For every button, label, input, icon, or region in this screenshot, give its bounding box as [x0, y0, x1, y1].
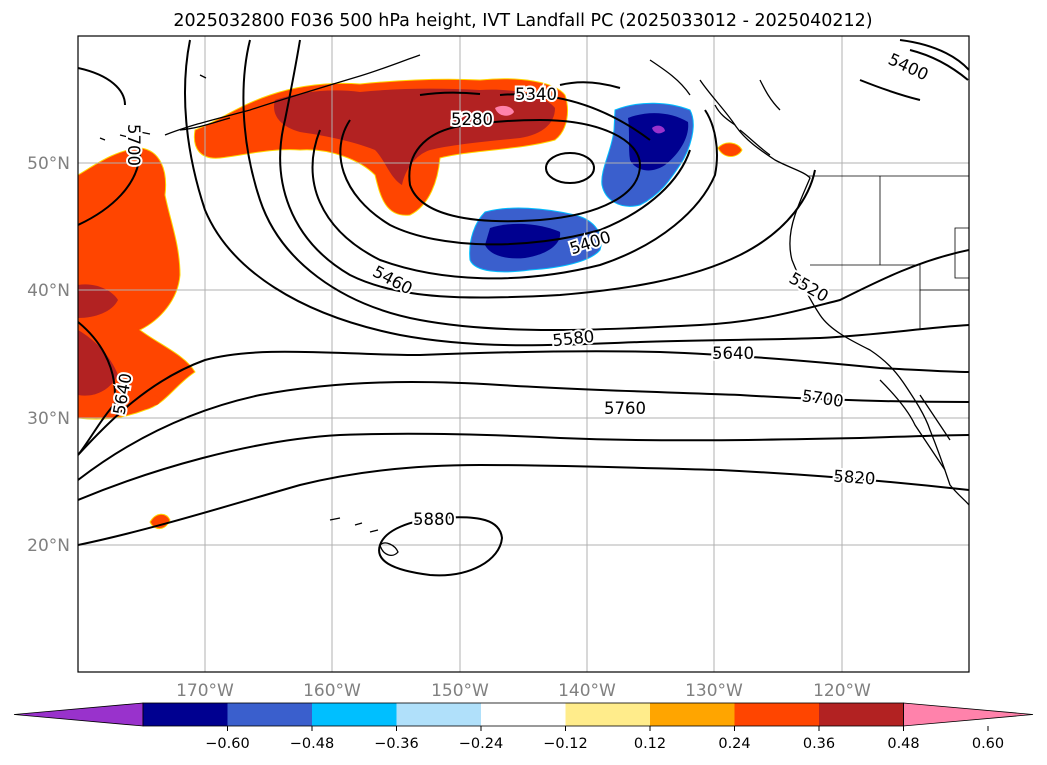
contour-5520 — [78, 39, 969, 331]
contour-label: 5820 — [833, 467, 876, 489]
longitude-labels: 170°W 160°W 150°W 140°W 130°W 120°W — [176, 681, 871, 701]
contour-5820 — [78, 463, 969, 546]
colorbar-segment — [565, 703, 651, 726]
lon-label: 150°W — [431, 681, 489, 701]
colorbar-tick-label: −0.36 — [374, 736, 418, 752]
colorbar-extend-min — [13, 702, 144, 727]
colorbar-frame — [142, 702, 904, 727]
contour-5700 — [78, 381, 969, 481]
contour-5460 — [279, 39, 816, 299]
contour-label: 5700 — [801, 386, 845, 411]
contour-label: 5460 — [370, 262, 416, 298]
contour-label: 5520 — [786, 269, 832, 306]
contour-label: 5760 — [604, 399, 646, 418]
map-title: 2025032800 F036 500 hPa height, IVT Land… — [173, 11, 872, 31]
alaska-coast — [164, 54, 421, 136]
peak-negative-anomaly-northeast — [652, 125, 665, 134]
strong-negative-anomaly-center — [485, 223, 561, 259]
colorbar-tick-label: −0.24 — [459, 736, 503, 752]
map-frame — [77, 35, 970, 673]
peak-positive-anomaly-north — [495, 105, 514, 116]
contour-label: 5640 — [712, 344, 754, 363]
contour-5340 — [339, 49, 969, 246]
strong-positive-anomaly-west — [78, 284, 118, 318]
colorbar-tick-label: −0.60 — [205, 736, 249, 752]
positive-anomaly-blob-coast — [717, 142, 743, 157]
strong-positive-anomaly-west-2 — [78, 330, 118, 396]
contour-5640 — [78, 321, 969, 456]
lat-label: 20°N — [27, 536, 70, 556]
contour-label: 5280 — [451, 110, 493, 129]
colorbar-segment — [819, 703, 904, 726]
hawaii-islands — [329, 517, 399, 556]
colorbar-segment — [734, 703, 820, 726]
contour-5400 — [311, 39, 969, 280]
map-area: 5340 5400 5280 5340 5700 5400 5460 5520 … — [78, 36, 969, 672]
colorbar: −0.60 −0.48 −0.36 −0.24 −0.12 0.12 0.24 0.36 0.4… — [13, 702, 1034, 752]
contour-5280 — [408, 118, 642, 223]
colorbar-tick-label: −0.12 — [543, 736, 587, 752]
positive-anomaly-blob-small — [150, 395, 160, 406]
contour-label: 5880 — [413, 510, 455, 529]
colorbar-tick-label: −0.48 — [290, 736, 334, 752]
colorbar-segment — [396, 703, 482, 726]
positive-anomaly-region-west — [78, 147, 196, 420]
lat-label: 40°N — [27, 281, 70, 301]
lat-label: 30°N — [27, 409, 70, 429]
ivt-fill-layer — [78, 78, 743, 529]
contour-label: 5340 — [515, 85, 557, 104]
contour-label: 5700 — [124, 124, 143, 166]
lat-label: 50°N — [27, 154, 70, 174]
colorbar-tick-label: 0.12 — [634, 736, 666, 752]
contour-5580 — [78, 39, 969, 347]
lon-label: 120°W — [813, 681, 871, 701]
height-contours — [78, 39, 969, 577]
alaska-islands — [99, 74, 207, 141]
gridlines — [78, 36, 969, 672]
contour-5760 — [78, 432, 969, 501]
colorbar-segment — [312, 703, 397, 726]
lon-label: 160°W — [303, 681, 361, 701]
positive-anomaly-blob-south — [149, 513, 171, 529]
north-america-coast — [699, 79, 969, 506]
contour-5880-north — [78, 399, 119, 456]
colorbar-segment — [650, 703, 735, 726]
colorbar-extend-max — [903, 702, 1034, 727]
political-borders — [808, 175, 969, 330]
colorbar-tick-label: 0.24 — [718, 736, 750, 752]
colorbar-tick-label: 0.60 — [972, 736, 1004, 752]
colorbar-segment — [481, 703, 566, 726]
strong-negative-anomaly-northeast — [628, 113, 689, 171]
contour-label: 5580 — [552, 327, 596, 350]
colorbar-segment — [143, 703, 228, 726]
contour-5880 — [378, 516, 504, 577]
lon-label: 170°W — [176, 681, 234, 701]
contour-5220-low — [545, 152, 595, 184]
colorbar-tick-label: 0.36 — [803, 736, 835, 752]
strong-positive-anomaly-north — [274, 88, 555, 185]
lon-label: 130°W — [685, 681, 743, 701]
latitude-labels: 50°N 40°N 30°N 20°N — [27, 154, 70, 556]
colorbar-tick-label: 0.48 — [887, 736, 919, 752]
colorbar-segment — [227, 703, 313, 726]
lon-label: 140°W — [558, 681, 616, 701]
bc-coast-islands — [649, 59, 781, 156]
